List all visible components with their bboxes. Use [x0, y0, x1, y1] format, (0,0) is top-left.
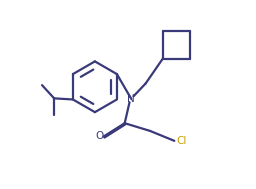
Text: N: N [127, 94, 135, 104]
Text: Cl: Cl [176, 136, 186, 146]
Text: O: O [96, 131, 104, 141]
